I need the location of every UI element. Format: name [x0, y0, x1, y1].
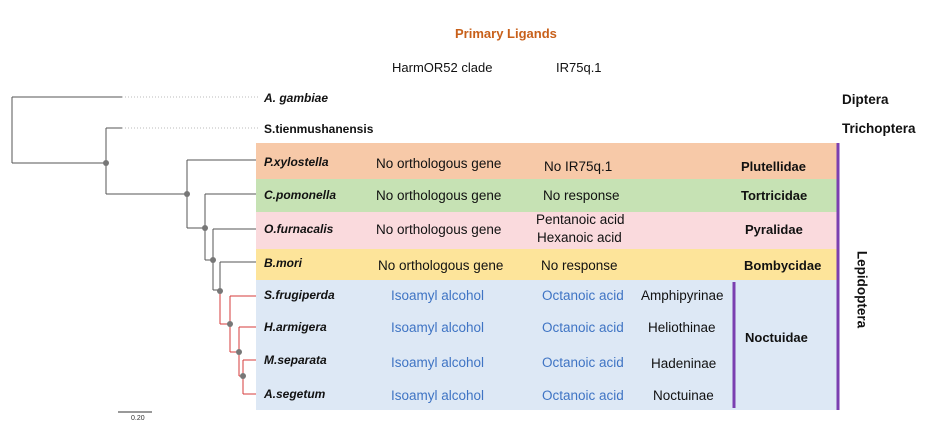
- band-bombycidae: [256, 249, 839, 280]
- species-label: M.separata: [264, 353, 327, 367]
- species-label: S.frugiperda: [264, 288, 335, 302]
- subfamily-label: Hadeninae: [651, 356, 717, 371]
- order-label: Diptera: [842, 92, 889, 107]
- col1-cell: No orthologous gene: [378, 258, 504, 273]
- family-label: Plutellidae: [741, 159, 807, 174]
- chart-title: Primary Ligands: [455, 26, 557, 41]
- col2-cell: Octanoic acid: [542, 388, 624, 403]
- family-label: Pyralidae: [745, 222, 803, 237]
- col1-cell: No orthologous gene: [376, 222, 502, 237]
- col1-cell: No orthologous gene: [376, 156, 502, 171]
- col2-cell: Octanoic acid: [542, 320, 624, 335]
- col1-cell: Isoamyl alcohol: [391, 288, 485, 303]
- col2-cell-line1: Pentanoic acid: [536, 212, 625, 227]
- band-noctuidae: [256, 280, 839, 410]
- col1-cell: Isoamyl alcohol: [391, 355, 485, 370]
- species-label: S.tienmushanensis: [264, 122, 374, 136]
- col2-cell: Octanoic acid: [542, 355, 624, 370]
- col1-cell: Isoamyl alcohol: [391, 388, 485, 403]
- subfamily-label: Heliothinae: [648, 320, 716, 335]
- subfamily-label: Amphipyrinae: [641, 288, 724, 303]
- band-pyralidae: [256, 212, 839, 249]
- band-plutellidae: [256, 143, 839, 179]
- col2-cell: No response: [543, 188, 620, 203]
- family-label-noctuidae: Noctuidae: [745, 330, 808, 345]
- col2-cell: No response: [541, 258, 618, 273]
- band-tortricidae: [256, 179, 839, 212]
- col2-cell: No IR75q.1: [544, 159, 613, 174]
- species-label: P.xylostella: [264, 155, 329, 169]
- species-label: H.armigera: [264, 320, 327, 334]
- order-label-lepidoptera: Lepidoptera: [854, 250, 870, 329]
- subfamily-label: Noctuinae: [653, 388, 714, 403]
- col2-cell-line2: Hexanoic acid: [537, 230, 622, 245]
- col1-cell: No orthologous gene: [376, 188, 502, 203]
- col1-cell: Isoamyl alcohol: [391, 320, 485, 335]
- order-label: Trichoptera: [842, 121, 916, 136]
- family-label: Bombycidae: [744, 258, 822, 273]
- species-label: A.segetum: [264, 387, 326, 401]
- species-label: B.mori: [264, 256, 303, 270]
- species-label: O.furnacalis: [264, 222, 334, 236]
- family-label: Tortricidae: [741, 188, 808, 203]
- species-label: A. gambiae: [264, 91, 329, 105]
- scale-label: 0.20: [131, 415, 145, 422]
- header-col2: IR75q.1: [556, 60, 602, 75]
- col2-cell: Octanoic acid: [542, 288, 624, 303]
- header-col1: HarmOR52 clade: [392, 60, 493, 75]
- species-label: C.pomonella: [264, 188, 337, 202]
